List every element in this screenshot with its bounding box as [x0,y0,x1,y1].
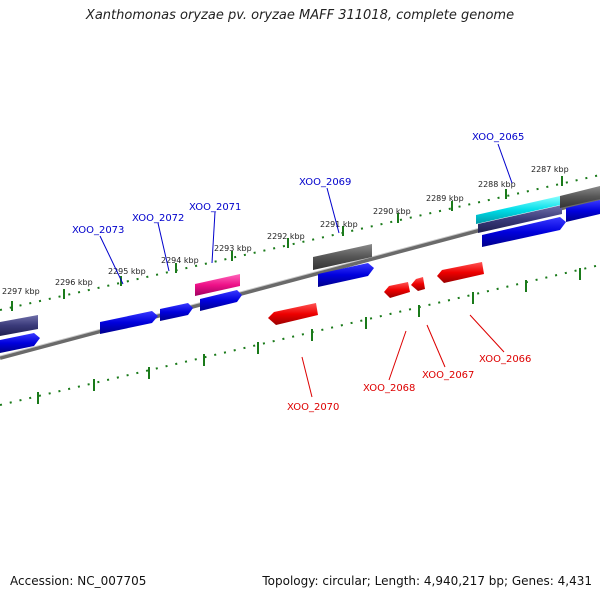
upper-ruler-line [0,174,600,311]
accession-text: Accession: NC_007705 [10,574,147,588]
gene-red-2066[interactable] [437,262,484,283]
gene-slate-left[interactable] [0,315,38,336]
gene-pink-2071[interactable] [195,274,240,296]
scale-label-2288: 2288 kbp [478,180,516,189]
scale-label-2294: 2294 kbp [161,256,199,265]
scale-label-2287: 2287 kbp [531,165,569,174]
gene-label-xoo-2070[interactable]: XOO_2070 [287,402,339,413]
map-title: Xanthomonas oryzae pv. oryzae MAFF 31101… [85,8,515,23]
gene-blue-2073[interactable] [100,311,158,334]
topology-text: Topology: circular; Length: 4,940,217 bp… [262,574,592,588]
gene-red-2068[interactable] [384,282,410,298]
lower-major-ticks [37,268,581,404]
gene-row-outer [0,186,600,336]
gene-blue-2072[interactable] [160,303,193,321]
scale-label-2296: 2296 kbp [55,278,93,287]
scale-label-2290: 2290 kbp [373,207,411,216]
scale-label-2293: 2293 kbp [214,244,252,253]
gene-label-xoo-2069[interactable]: XOO_2069 [299,177,351,188]
gene-red-2070[interactable] [268,303,318,325]
gene-label-xoo-2067[interactable]: XOO_2067 [422,370,474,381]
gene-blue-2065[interactable] [482,217,566,247]
gene-row-plus [0,200,600,353]
scale-label-2289: 2289 kbp [426,194,464,203]
gene-cyan-2065[interactable] [476,196,560,224]
gene-label-xoo-2073[interactable]: XOO_2073 [72,225,124,236]
gene-red-2067[interactable] [411,277,425,291]
gene-label-xoo-2072[interactable]: XOO_2072 [132,213,184,224]
gene-label-xoo-2068[interactable]: XOO_2068 [363,383,415,394]
callout-lines [99,143,513,398]
gene-grey-2069[interactable] [313,244,372,270]
scale-label-2291: 2291 kbp [320,220,358,229]
gene-blue-2069[interactable] [318,263,374,287]
gene-label-xoo-2066[interactable]: XOO_2066 [479,354,531,365]
gene-blue-right[interactable] [566,200,600,222]
scale-label-2295: 2295 kbp [108,267,146,276]
gene-blue-left[interactable] [0,333,40,353]
gene-slate-2065[interactable] [478,205,562,233]
gene-label-xoo-2065[interactable]: XOO_2065 [472,132,524,143]
scale-label-2292: 2292 kbp [267,232,305,241]
upper-major-ticks [11,176,563,311]
scale-label-2297: 2297 kbp [2,287,40,296]
gene-row-minus [268,262,484,325]
gene-grey-right[interactable] [560,186,600,208]
gene-label-xoo-2071[interactable]: XOO_2071 [189,202,241,213]
gene-blue-2071b[interactable] [200,290,242,311]
